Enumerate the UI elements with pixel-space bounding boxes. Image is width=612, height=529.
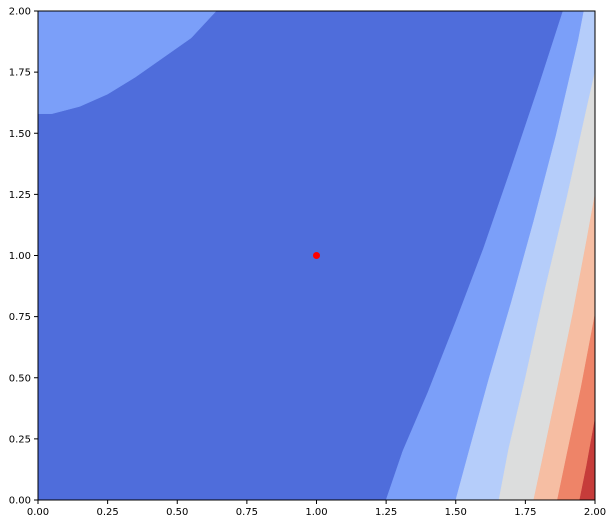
y-tick-label: 0.75 (9, 312, 31, 323)
x-tick-label: 1.00 (305, 507, 327, 518)
x-tick-label: 0.50 (166, 507, 188, 518)
y-tick-label: 0.50 (9, 373, 31, 384)
x-tick-label: 0.75 (236, 507, 258, 518)
y-tick-label: 1.75 (9, 68, 31, 79)
x-tick-label: 1.50 (445, 507, 467, 518)
y-axis: 0.00 0.25 0.50 0.75 1.00 1.25 1.50 1.75 2.00 (9, 7, 38, 507)
x-tick-label: 1.25 (375, 507, 397, 518)
y-tick-label: 1.25 (9, 190, 31, 201)
contour-region-6 (579, 419, 595, 500)
x-tick-label: 2.00 (584, 507, 606, 518)
y-tick-label: 0.25 (9, 434, 31, 445)
x-tick-label: 0.25 (96, 507, 118, 518)
y-tick-label: 1.00 (9, 251, 31, 262)
y-tick-label: 0.00 (9, 496, 31, 507)
x-tick-label: 1.75 (514, 507, 536, 518)
data-points (313, 252, 320, 259)
y-tick-label: 1.50 (9, 129, 31, 140)
contour-region-0 (38, 11, 217, 114)
x-tick-label: 0.00 (27, 507, 49, 518)
x-axis: 0.00 0.25 0.50 0.75 1.00 1.25 1.50 1.75 2.00 (27, 500, 606, 518)
data-point-0 (313, 252, 320, 259)
contour-regions (38, 11, 595, 500)
y-tick-label: 2.00 (9, 7, 31, 18)
